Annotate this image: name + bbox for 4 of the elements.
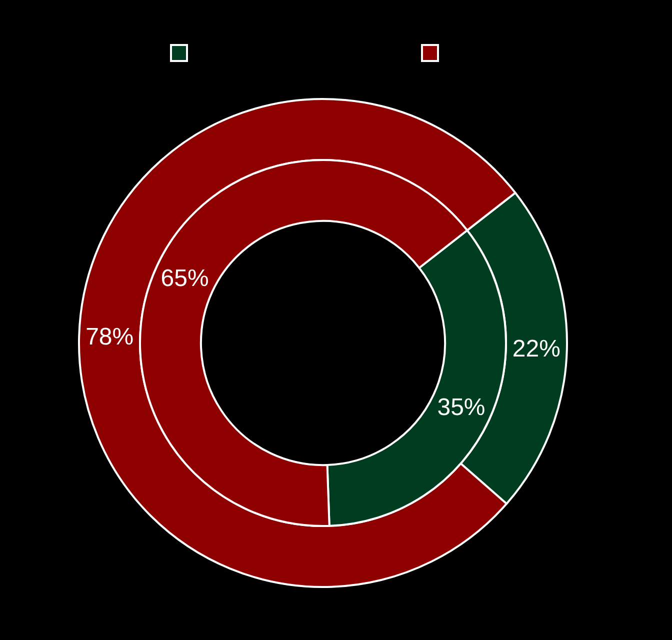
data-label: 35% xyxy=(437,394,486,421)
data-label: 65% xyxy=(160,265,209,292)
data-label: 22% xyxy=(512,335,560,362)
data-label: 78% xyxy=(86,324,134,351)
